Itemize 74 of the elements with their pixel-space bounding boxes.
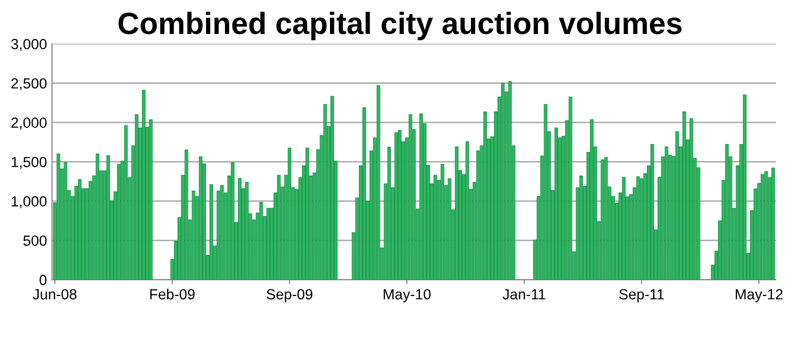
x-tick-label: May-12 (736, 289, 783, 302)
bar (434, 174, 438, 280)
bar (760, 174, 764, 280)
bar (544, 104, 548, 280)
bar (134, 114, 138, 280)
bar (394, 132, 398, 280)
bar (448, 178, 452, 280)
bar (554, 128, 558, 280)
bar (288, 148, 292, 280)
y-tick-label: 0 (40, 274, 47, 286)
y-tick-label: 2,000 (11, 118, 47, 130)
bar (508, 81, 512, 280)
bar (78, 179, 82, 280)
bar (764, 171, 768, 280)
x-tick-label: Jan-11 (502, 289, 546, 300)
bar (440, 164, 444, 280)
x-tick-label: Sep-11 (619, 289, 664, 302)
bar (387, 146, 391, 280)
bar (682, 112, 686, 280)
bar (454, 146, 458, 280)
y-tick-label: 1,000 (12, 196, 47, 208)
bar (398, 130, 402, 280)
bar (600, 160, 604, 280)
bar (590, 119, 594, 280)
bar (483, 112, 487, 280)
bar (198, 156, 202, 280)
bar (636, 176, 640, 280)
bar (149, 119, 153, 280)
x-tick-label: May-10 (384, 289, 431, 302)
bar (259, 202, 263, 280)
bar (238, 178, 242, 280)
bar (184, 150, 188, 280)
x-tick-label: Jun-08 (32, 289, 77, 300)
chart-title: Combined capital city auction volumes (118, 12, 682, 40)
bar (192, 190, 196, 280)
bar (306, 148, 310, 280)
bar (220, 185, 224, 280)
bar (230, 162, 234, 280)
bar (277, 174, 281, 280)
bar (266, 208, 270, 280)
bar (466, 141, 470, 280)
x-tick-label: Feb-09 (150, 288, 195, 300)
bar (622, 176, 626, 280)
bar (245, 182, 249, 280)
bar (56, 154, 60, 280)
bar (579, 176, 583, 280)
bar (64, 162, 68, 280)
bar (604, 157, 608, 280)
bar (210, 184, 214, 280)
bar (124, 125, 128, 280)
bar (323, 104, 327, 280)
bar (408, 114, 412, 280)
y-tick-label: 1,500 (12, 156, 47, 169)
bar (725, 144, 729, 280)
bar (568, 96, 572, 280)
bar (330, 96, 334, 280)
bar (742, 94, 746, 280)
bar (117, 164, 121, 280)
bar (664, 146, 668, 280)
y-tick-label: 2,500 (11, 78, 47, 90)
bar (675, 131, 679, 280)
bar (96, 154, 100, 280)
bar (690, 118, 694, 280)
y-tick-label: 3,000 (11, 38, 47, 51)
y-tick-label: 500 (23, 235, 47, 246)
bar (771, 168, 775, 280)
bar (376, 85, 380, 280)
bar (501, 82, 505, 280)
bar (362, 107, 366, 280)
x-tick-label: Sep-09 (266, 289, 312, 302)
bar (142, 90, 146, 280)
bar (106, 155, 110, 280)
bar (419, 114, 423, 280)
bar (650, 144, 654, 280)
